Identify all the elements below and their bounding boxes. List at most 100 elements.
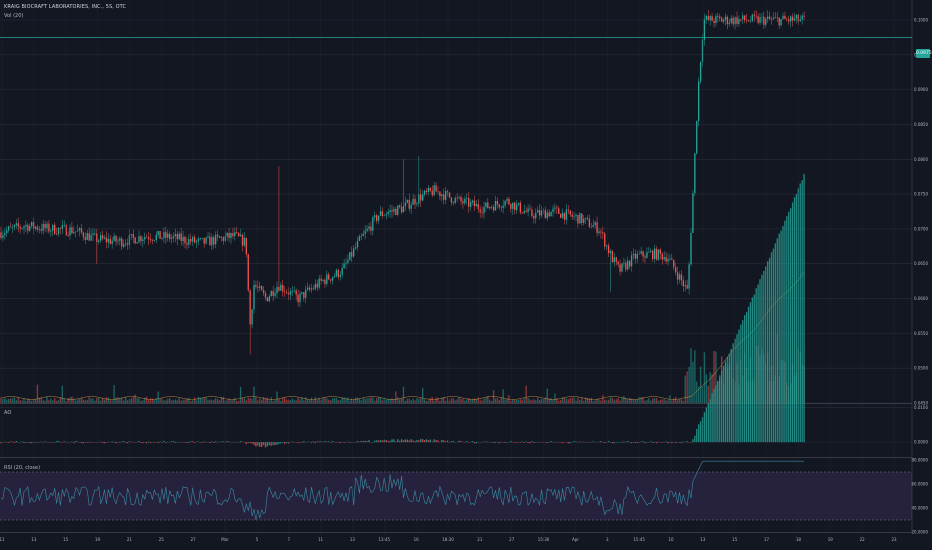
candle	[642, 251, 644, 257]
candle	[667, 258, 669, 262]
volume-bar	[402, 386, 405, 403]
candle	[431, 190, 433, 196]
candle	[209, 236, 211, 246]
candle	[621, 263, 623, 272]
ao-bar	[119, 442, 121, 443]
ao-bar	[604, 442, 606, 444]
ao-bar	[437, 440, 439, 443]
ao-bar	[682, 441, 685, 443]
ao-bar	[285, 442, 288, 444]
candle	[377, 215, 380, 221]
candle	[726, 16, 729, 25]
ao-bar	[747, 306, 750, 443]
candle	[477, 203, 479, 209]
volume-bar	[76, 399, 79, 403]
volume-bar	[521, 399, 524, 403]
candle	[50, 230, 52, 232]
candle	[312, 288, 315, 290]
volume-bar	[623, 395, 625, 403]
ao-bar	[669, 442, 671, 443]
ao-bar	[473, 442, 476, 444]
volume-bar	[168, 398, 171, 403]
volume-bar	[441, 397, 443, 403]
candle	[11, 227, 14, 228]
volume-bar	[149, 398, 152, 403]
ao-bar	[245, 442, 248, 445]
candle	[414, 198, 416, 205]
x-tick-label: 7	[287, 537, 290, 542]
volume-bar	[563, 397, 566, 403]
ao-bar	[23, 442, 25, 444]
x-tick-label: 19	[828, 537, 834, 542]
candle	[673, 259, 675, 268]
volume-bar	[130, 398, 133, 403]
volume-bar	[653, 398, 656, 403]
volume-bar	[159, 398, 161, 403]
volume-bar	[15, 400, 18, 403]
ao-bar	[40, 441, 42, 443]
ao-bar	[730, 349, 732, 443]
volume-bar	[117, 397, 119, 403]
volume-bar	[207, 399, 209, 403]
x-tick-label: 13:45	[379, 537, 391, 542]
volume-bar	[579, 400, 581, 403]
ao-bar	[680, 442, 683, 444]
candle	[362, 233, 364, 237]
volume-bar	[52, 400, 54, 403]
ao-bar	[720, 370, 723, 443]
ao-bar	[765, 266, 767, 443]
candle	[84, 237, 87, 240]
ao-bar	[634, 442, 637, 443]
volume-bar	[224, 400, 226, 403]
candle	[512, 202, 514, 209]
ao-bar	[318, 441, 320, 443]
candle	[142, 239, 144, 242]
candle	[529, 208, 531, 210]
candle	[272, 290, 274, 296]
ao-bar	[734, 338, 736, 443]
volume-bar	[496, 397, 499, 403]
candle	[475, 203, 478, 207]
volume-bar	[565, 398, 568, 403]
volume-bar	[343, 397, 345, 403]
candle	[439, 191, 441, 197]
ao-bar	[228, 441, 230, 443]
volume-bar	[510, 400, 512, 403]
candle	[418, 194, 420, 204]
volume-bar	[634, 399, 637, 403]
volume-bar	[103, 399, 106, 403]
candle	[76, 230, 79, 232]
volume-bar	[531, 400, 533, 403]
volume-bar	[115, 397, 117, 403]
candle	[711, 16, 713, 21]
candle	[48, 223, 50, 232]
candle	[446, 191, 449, 193]
ao-bar	[743, 315, 746, 443]
candle	[692, 193, 694, 233]
volume-bar	[452, 398, 455, 403]
volume-bar	[395, 391, 397, 403]
candle	[144, 236, 146, 240]
candle	[772, 17, 775, 20]
candle	[168, 233, 171, 239]
volume-bar	[293, 399, 295, 403]
ao-bar	[188, 442, 190, 443]
ao-bar	[444, 441, 447, 443]
volume-bar	[324, 397, 326, 403]
volume-bar	[287, 399, 290, 403]
candle	[515, 204, 518, 211]
x-tick-label: 27	[509, 537, 515, 542]
volume-bar	[456, 399, 458, 403]
x-tick-label: 23	[891, 537, 897, 542]
volume-bar	[356, 397, 359, 403]
ao-bar	[145, 442, 148, 444]
candle	[533, 216, 535, 219]
volume-bar	[420, 397, 422, 403]
candle	[251, 309, 253, 325]
ao-bar	[655, 442, 658, 444]
ao-bar	[521, 441, 524, 443]
candle	[364, 231, 366, 234]
ao-bar	[412, 440, 414, 443]
ao-bar	[138, 440, 140, 443]
